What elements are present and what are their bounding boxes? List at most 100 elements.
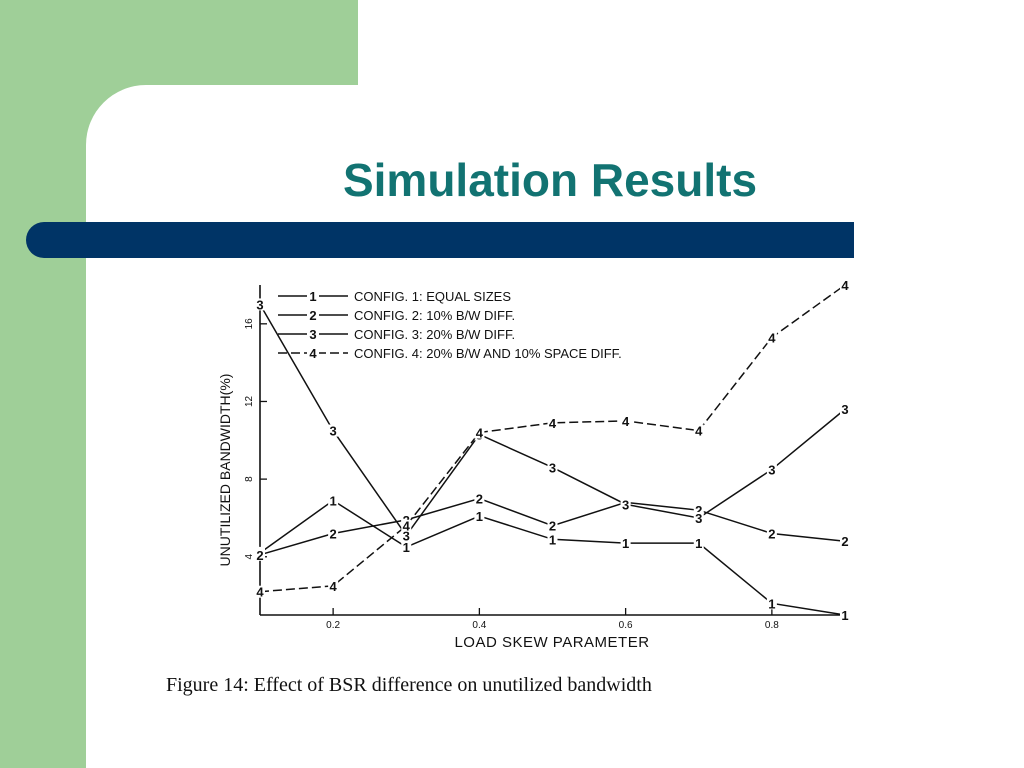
data-point-marker: 2: [256, 548, 263, 563]
slide-title: Simulation Results: [342, 154, 758, 206]
marker-background: [328, 494, 339, 507]
data-point-marker: 3: [841, 402, 848, 417]
data-point-marker: 1: [476, 509, 483, 524]
marker-background: [255, 298, 265, 311]
data-point-marker: 4: [256, 585, 264, 600]
marker-background: [547, 416, 558, 429]
marker-background: [620, 498, 631, 511]
x-axis-label: LOAD SKEW PARAMETER: [454, 634, 649, 651]
data-point-marker: 2: [476, 492, 483, 507]
data-point-marker: 3: [549, 460, 556, 475]
title-underline-bar: [26, 222, 854, 258]
data-point-marker: 1: [403, 540, 410, 555]
marker-background: [255, 548, 265, 561]
marker-background: [693, 504, 704, 517]
x-tick-label: 0.4: [472, 620, 486, 631]
marker-background: [328, 424, 339, 437]
marker-background: [840, 535, 850, 548]
legend-entry-1: 1 CONFIG. 1: EQUAL SIZES: [278, 289, 511, 304]
marker-background: [766, 597, 777, 610]
legend-entry-4: 4 CONFIG. 4: 20% B/W AND 10% SPACE DIFF.: [278, 346, 622, 361]
figure-caption: Figure 14: Effect of BSR difference on u…: [166, 674, 652, 696]
series-config-4: 4 4 4 4 4 4 4 4 4: [255, 278, 850, 600]
y-axis-ticks: 4 8 12 16: [244, 318, 267, 560]
data-point-marker: 1: [549, 532, 556, 547]
y-tick-label: 8: [244, 476, 255, 482]
y-tick-label: 12: [244, 395, 255, 407]
y-tick-label: 4: [244, 554, 255, 560]
data-point-marker: 1: [841, 608, 848, 623]
data-point-marker: 1: [768, 596, 775, 611]
legend-entry-3: 3 CONFIG. 3: 20% B/W DIFF.: [278, 327, 515, 342]
data-point-marker: 4: [549, 416, 557, 431]
chart-legend: 1 CONFIG. 1: EQUAL SIZES 2 CONFIG. 2: 10% B…: [278, 289, 622, 361]
data-point-marker: 1: [695, 536, 702, 551]
marker-background: [255, 585, 265, 598]
legend-label: CONFIG. 4: 20% B/W AND 10% SPACE DIFF.: [354, 346, 622, 361]
data-point-marker: 4: [330, 579, 338, 594]
marker-background: [328, 527, 339, 540]
x-tick-label: 0.2: [326, 620, 340, 631]
marker-background: [840, 403, 850, 416]
legend-marker-background: [307, 289, 319, 302]
marker-background: [766, 527, 777, 540]
marker-background: [766, 463, 777, 476]
marker-background: [547, 519, 558, 532]
legend-label: CONFIG. 1: EQUAL SIZES: [354, 289, 511, 304]
data-point-marker: 2: [695, 503, 702, 518]
marker-background: [401, 519, 412, 532]
y-tick-label: 16: [244, 318, 255, 330]
legend-marker: 2: [309, 308, 316, 323]
data-point-marker: 3: [622, 497, 629, 512]
data-point-marker: 3: [695, 511, 702, 526]
series-config-2: 222222222: [255, 492, 850, 563]
data-point-marker: 4: [476, 426, 484, 441]
marker-background: [547, 533, 558, 546]
legend-entry-2: 2 CONFIG. 2: 10% B/W DIFF.: [278, 308, 515, 323]
marker-background: [840, 609, 850, 621]
marker-background: [547, 461, 558, 474]
series-line: [259, 499, 846, 616]
series-lines: 111111111222222222333333333444444444: [255, 278, 850, 623]
data-point-marker: 4: [622, 414, 630, 429]
marker-background: [401, 529, 412, 542]
x-tick-label: 0.8: [765, 620, 779, 631]
marker-background: [693, 424, 704, 437]
legend-marker-background: [307, 346, 319, 359]
x-tick-label: 0.6: [619, 620, 633, 631]
legend-marker-background: [307, 327, 319, 340]
marker-background: [620, 414, 631, 427]
marker-background: [474, 510, 485, 522]
data-point-marker: 3: [403, 528, 410, 543]
data-point-marker: 4: [768, 330, 776, 345]
data-point-marker: 2: [549, 519, 556, 534]
marker-background: [328, 579, 339, 592]
marker-background: [840, 279, 850, 291]
legend-marker: 4: [309, 346, 317, 361]
marker-background: [474, 426, 485, 439]
marker-background: [693, 511, 704, 524]
legend-marker: 1: [309, 289, 316, 304]
data-point-marker: 4: [695, 424, 703, 439]
marker-background: [474, 492, 485, 505]
series-line: [259, 284, 846, 593]
data-point-marker: 3: [768, 462, 775, 477]
marker-background: [620, 537, 631, 550]
x-axis-ticks: 0.2 0.4 0.6 0.8: [326, 608, 779, 631]
legend-marker-background: [307, 308, 319, 321]
marker-background: [766, 331, 777, 344]
data-point-marker: 1: [622, 536, 629, 551]
data-point-marker: 2: [768, 526, 775, 541]
series-config-3: 3 3 3 3 3 3 3 3 3: [255, 297, 850, 543]
legend-label: CONFIG. 3: 20% B/W DIFF.: [354, 327, 515, 342]
y-axis-label: UNUTILIZED BANDWIDTH(%): [217, 374, 233, 567]
data-point-marker: 3: [256, 297, 263, 312]
data-point-marker: 2: [841, 534, 848, 549]
data-point-marker: 3: [330, 424, 337, 439]
data-point-marker: 1: [330, 493, 337, 508]
legend-marker: 3: [309, 327, 316, 342]
marker-background: [693, 537, 704, 550]
data-point-marker: 2: [330, 526, 337, 541]
series-config-1: 111111111: [255, 493, 850, 623]
